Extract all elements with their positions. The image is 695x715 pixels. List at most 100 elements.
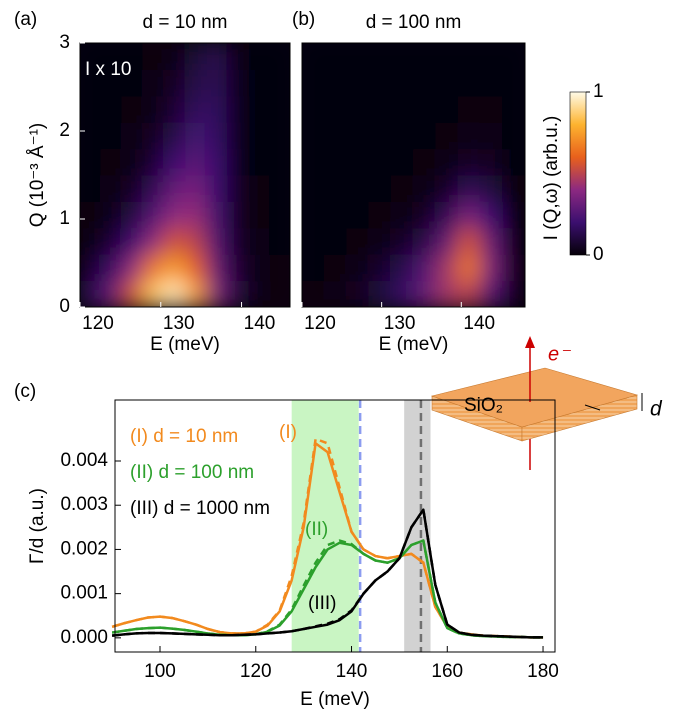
heatmap-cell [368, 200, 392, 229]
heatmap-cell [390, 280, 414, 307]
heatmap-cell [247, 121, 270, 150]
heatmap-cell [479, 227, 504, 255]
heatmap-cell [163, 227, 186, 255]
heatmap-cell [100, 43, 123, 70]
heatmap-cell [163, 253, 186, 282]
heatmap-cell [163, 148, 186, 176]
heatmap-cell [163, 174, 186, 202]
heatmap-cell [368, 174, 392, 202]
heatmap-cell [226, 227, 249, 255]
heatmap-cell [502, 95, 525, 123]
inset-particle: e⁻ [548, 343, 571, 365]
heatmap-cell [142, 200, 165, 229]
heatmap-cell [323, 200, 348, 229]
heatmap-cell [302, 253, 325, 282]
heatmap-cell [100, 253, 123, 282]
heatmap-cell [247, 253, 270, 282]
heatmap-cell [142, 148, 165, 176]
series-line-dashed [111, 539, 544, 639]
x-tick-label: 140 [463, 313, 495, 334]
heatmap-cell [205, 200, 228, 229]
heatmap-cell [502, 280, 525, 307]
heatmap-cell [302, 95, 325, 123]
heatmap-cell [390, 253, 414, 282]
heatmap-cell [226, 68, 249, 97]
heatmap-cell [80, 95, 102, 123]
heatmap-cell [142, 68, 165, 97]
heatmap-cell [142, 95, 165, 123]
heatmap-cell [323, 121, 348, 150]
x-tick-label: 180 [527, 661, 559, 682]
heatmap-cell [390, 174, 414, 202]
heatmap-cell [184, 68, 207, 97]
heatmap-cell [413, 95, 437, 123]
heatmap-cell [502, 253, 525, 282]
heatmap-cell [323, 227, 348, 255]
heatmap-cell [457, 148, 481, 176]
heatmap-cell [184, 280, 207, 307]
heatmap-cell [163, 200, 186, 229]
heatmap-cell [184, 95, 207, 123]
heatmap-cell [479, 253, 504, 282]
heatmap-cell [184, 148, 207, 176]
curve-label: (III) [308, 593, 337, 614]
heatmap-clip [302, 43, 525, 307]
x-tick-label: 140 [336, 661, 368, 682]
heatmap-cell [502, 43, 525, 70]
heatmap-cell [80, 253, 102, 282]
heatmap-cell [435, 200, 459, 229]
heatmap-cell [184, 200, 207, 229]
heatmap-cell [390, 227, 414, 255]
heatmap-cell [457, 200, 481, 229]
heatmap-cell [205, 227, 228, 255]
heatmap-cell [121, 121, 144, 150]
heatmap-cell [457, 68, 481, 97]
heatmap-cell [390, 43, 414, 70]
y-axis-label: Γ/d (a.u.) [27, 488, 48, 564]
heatmap-cell [413, 121, 437, 150]
heatmap-cell [346, 68, 370, 97]
heatmap-cell [302, 280, 325, 307]
heatmap-cell [435, 121, 459, 150]
heatmap-cell [247, 227, 270, 255]
colorbar [569, 91, 587, 256]
heatmap-cell [479, 68, 504, 97]
heatmap-cell [247, 280, 270, 307]
heatmap-cell [163, 68, 186, 97]
heatmap-cell [435, 43, 459, 70]
x-tick-label: 130 [163, 313, 195, 334]
heatmap-cell [100, 174, 123, 202]
heatmap-cell [142, 227, 165, 255]
heatmap-cell [457, 95, 481, 123]
heatmap-cell [205, 68, 228, 97]
heatmap-cell [479, 200, 504, 229]
heatmap-cell [302, 68, 325, 97]
heatmap-cell [479, 121, 504, 150]
annotation: I x 10 [85, 59, 131, 80]
heatmap-cell [368, 148, 392, 176]
heatmap-cell [413, 227, 437, 255]
legend-entry: (I) d = 10 nm [130, 426, 238, 447]
heatmap-cell [368, 253, 392, 282]
heatmap-cell [142, 121, 165, 150]
heatmap-cell [247, 43, 270, 70]
heatmap-cell [302, 148, 325, 176]
heatmap-cell [80, 43, 102, 70]
heatmap-cell [368, 68, 392, 97]
heatmap-cell [390, 121, 414, 150]
heatmap-cell [435, 227, 459, 255]
heatmap-cell [268, 68, 290, 97]
heatmap-cell [413, 174, 437, 202]
heatmap-cell [435, 148, 459, 176]
heatmap-cell [205, 43, 228, 70]
x-tick-label: 120 [82, 313, 114, 334]
heatmap-cell [163, 280, 186, 307]
y-tick-label: 1 [59, 208, 70, 229]
heatmap-cell [435, 95, 459, 123]
panel-label: (b) [292, 9, 315, 30]
plot-frame [114, 399, 556, 653]
panel-label: (a) [14, 9, 37, 30]
heatmap-cell [80, 200, 102, 229]
colorbar-label: I (Q,ω) (arb.u.) [541, 116, 562, 241]
